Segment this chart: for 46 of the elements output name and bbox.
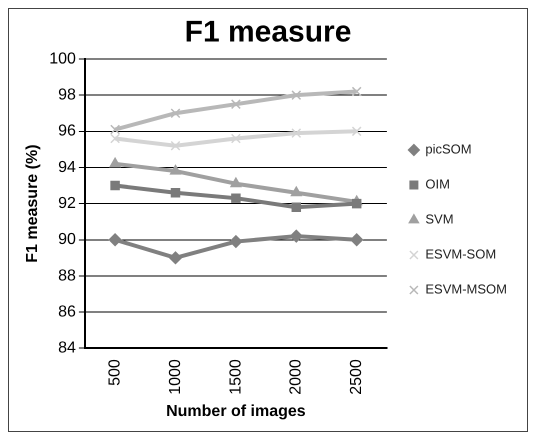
point xyxy=(170,140,180,151)
legend-label: picSOM xyxy=(425,142,472,157)
legend-label: ESVM-MSOM xyxy=(425,282,508,297)
point xyxy=(170,108,180,118)
point xyxy=(168,251,182,264)
chart-title: F1 measure xyxy=(184,15,352,48)
x-tick-label: 1000 xyxy=(166,359,184,395)
x-tick-label: 2500 xyxy=(348,359,366,395)
y-tick-label: 100 xyxy=(49,50,76,68)
y-axis-title: F1 measure (%) xyxy=(24,144,42,263)
point xyxy=(352,126,362,136)
point xyxy=(110,134,120,144)
point xyxy=(352,198,362,208)
y-tick-label: 96 xyxy=(58,122,76,140)
x-tick-label: 500 xyxy=(106,359,124,386)
point xyxy=(170,164,182,175)
point xyxy=(108,233,122,246)
point xyxy=(291,90,302,100)
x-tick-label: 2000 xyxy=(288,359,305,395)
point xyxy=(109,157,121,168)
point xyxy=(290,186,302,196)
point xyxy=(230,177,242,188)
point xyxy=(352,86,362,97)
y-tick-label: 86 xyxy=(58,303,76,320)
point xyxy=(170,188,180,198)
point xyxy=(292,202,302,212)
y-tick-label: 88 xyxy=(58,267,76,284)
x-tick-label: 1500 xyxy=(227,359,244,395)
point xyxy=(231,193,241,203)
y-tick-label: 92 xyxy=(58,195,76,212)
point xyxy=(230,99,241,110)
legend-label: OIM xyxy=(425,176,450,192)
legend-label: ESVM-SOM xyxy=(425,246,496,262)
point xyxy=(230,134,241,144)
point xyxy=(290,230,303,243)
point xyxy=(291,128,302,138)
point xyxy=(350,233,364,246)
point xyxy=(229,235,242,248)
y-tick-label: 90 xyxy=(58,231,76,248)
y-tick-label: 84 xyxy=(58,340,76,357)
y-tick-label: 94 xyxy=(58,158,76,176)
point xyxy=(110,180,120,190)
y-tick-label: 98 xyxy=(58,86,76,104)
point xyxy=(110,124,120,134)
x-axis-title: Number of images xyxy=(166,402,306,420)
legend-label: SVM xyxy=(425,212,454,227)
